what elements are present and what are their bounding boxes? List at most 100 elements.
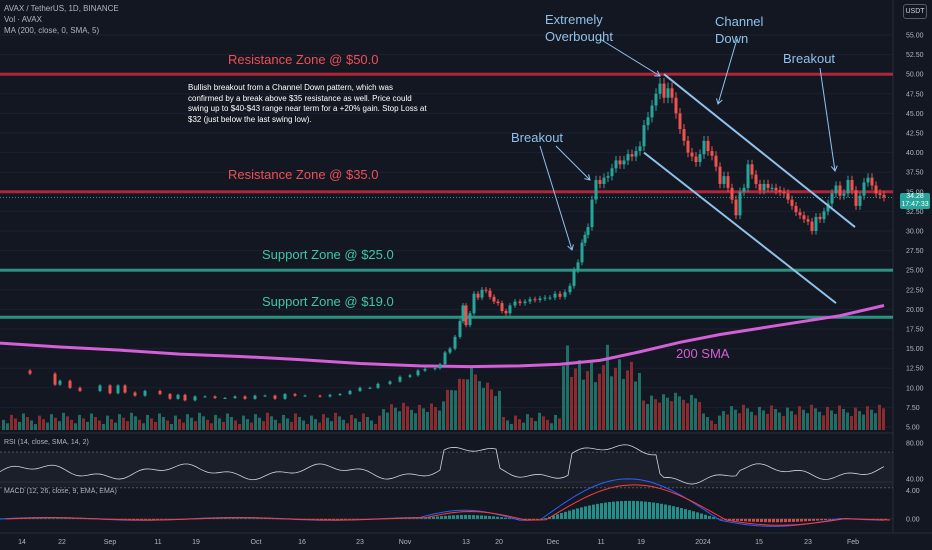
current-price-countdown: 17:47:33	[901, 201, 929, 208]
volume-bar	[482, 387, 485, 430]
volume-bar	[30, 420, 33, 430]
macd-histogram-bar	[160, 518, 163, 520]
price-tick-label: 5.00	[906, 425, 920, 432]
volume-bar	[226, 413, 229, 430]
channel-down-label: Channel Down	[715, 14, 764, 46]
candle-body	[682, 129, 686, 141]
volume-bar	[110, 419, 113, 430]
price-tick-label: 7.50	[906, 405, 920, 412]
volume-bar	[414, 413, 417, 430]
volume-bar	[634, 381, 637, 430]
candle-body	[714, 155, 718, 167]
macd-histogram-bar	[480, 515, 483, 519]
candle-body	[233, 396, 237, 398]
volume-bar	[318, 422, 321, 430]
price-tick-label: 45.00	[906, 111, 924, 118]
time-tick-label: Feb	[847, 539, 859, 546]
volume-bar	[374, 424, 377, 430]
volume-bar	[502, 417, 505, 430]
rsi-line	[0, 444, 885, 485]
volume-bar	[98, 420, 101, 430]
volume-bar	[542, 416, 545, 430]
macd-histogram-bar	[620, 501, 623, 519]
volume-bar	[622, 378, 625, 430]
support-19-label: Support Zone @ $19.0	[262, 294, 394, 309]
macd-histogram-bar	[808, 518, 811, 522]
macd-histogram-bar	[452, 515, 455, 519]
macd-histogram-bar	[700, 513, 703, 519]
candle-body	[500, 303, 504, 311]
candle-body	[433, 368, 437, 370]
macd-histogram-bar	[696, 512, 699, 519]
volume-bar	[194, 421, 197, 430]
extremely-overbought-label: Extremely Overbought	[545, 12, 613, 44]
time-tick-label: 20	[495, 539, 503, 546]
macd-histogram-bar	[544, 518, 547, 519]
volume-bar	[382, 409, 385, 430]
macd-histogram-bar	[712, 517, 715, 519]
volume-bar	[354, 418, 357, 430]
macd-histogram-bar	[664, 504, 667, 519]
candle-body	[646, 117, 650, 126]
current-price-tag: 34.28 17:47:33	[900, 193, 930, 209]
volume-bar	[278, 423, 281, 430]
time-tick-label: 19	[192, 539, 200, 546]
volume-bar	[590, 362, 593, 430]
candle-body	[176, 394, 180, 399]
currency-selector[interactable]: USDT	[903, 4, 927, 19]
volume-bar	[158, 413, 161, 430]
volume-bar	[870, 409, 873, 430]
volume-bar	[766, 413, 769, 430]
macd-histogram-bar	[632, 500, 635, 519]
volume-bar	[746, 408, 749, 430]
candle-body	[568, 285, 572, 293]
volume-bar	[770, 405, 773, 430]
volume-bar	[270, 416, 273, 430]
volume-bar	[498, 390, 501, 430]
volume-bar	[714, 424, 717, 430]
macd-histogram-bar	[240, 518, 243, 519]
candle-body	[533, 299, 537, 301]
volume-bar	[514, 415, 517, 430]
macd-histogram-bar	[232, 518, 235, 519]
volume-bar	[582, 379, 585, 430]
macd-histogram-bar	[728, 518, 731, 521]
volume-bar	[794, 414, 797, 430]
volume-bar	[338, 416, 341, 430]
volume-bar	[246, 419, 249, 430]
volume-bar	[846, 412, 849, 430]
volume-bar	[842, 409, 845, 430]
volume-bar	[830, 410, 833, 430]
candle-body	[273, 395, 277, 399]
volume-bar	[402, 402, 405, 430]
candle-body	[213, 396, 217, 398]
volume-bar	[82, 418, 85, 430]
time-tick-label: 11	[597, 539, 604, 546]
volume-bar	[702, 413, 705, 430]
volume-bar	[282, 414, 285, 430]
volume-bar	[146, 414, 149, 430]
macd-histogram-bar	[776, 518, 779, 523]
volume-bar	[138, 419, 141, 430]
candle-body	[614, 160, 618, 169]
volume-bar	[882, 408, 885, 430]
macd-histogram-bar	[500, 517, 503, 519]
macd-histogram-bar	[244, 518, 247, 519]
volume-bar	[710, 420, 713, 430]
macd-histogram-bar	[336, 518, 339, 520]
macd-histogram-bar	[156, 518, 159, 520]
macd-histogram-bar	[636, 501, 639, 519]
candle-body	[376, 383, 380, 388]
volume-bar	[554, 414, 557, 430]
breakout-mid-label: Breakout	[511, 130, 564, 145]
volume-bar	[302, 420, 305, 430]
candle-body	[558, 293, 562, 297]
candle-body	[766, 183, 770, 188]
candle-body	[123, 385, 127, 393]
volume-bar	[750, 411, 753, 430]
volume-bar	[206, 419, 209, 430]
macd-histogram-bar	[556, 514, 559, 519]
volume-bar	[242, 415, 245, 430]
macd-histogram-bar	[48, 518, 51, 519]
